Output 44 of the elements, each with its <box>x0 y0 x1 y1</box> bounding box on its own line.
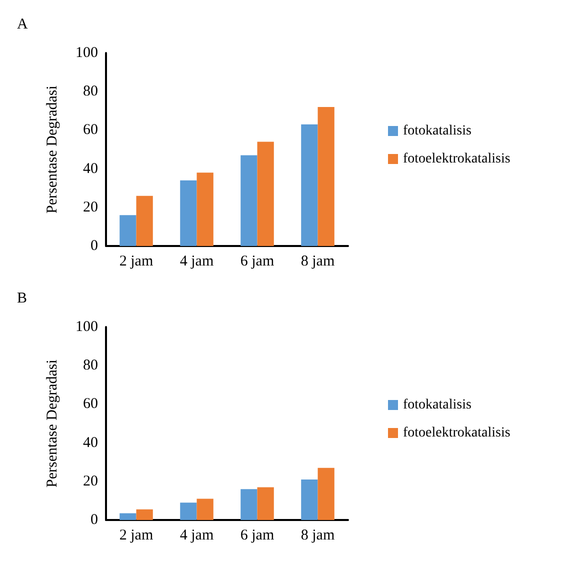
y-tick-label: 100 <box>76 319 98 335</box>
bar <box>318 107 334 246</box>
bar <box>318 468 334 520</box>
x-tick-label: 8 jam <box>300 528 335 544</box>
x-tick-label: 8 jam <box>300 254 335 270</box>
legend-label: fotoelektrokatalisis <box>403 152 510 166</box>
bar <box>136 509 153 520</box>
y-tick-label: 20 <box>83 199 98 216</box>
bar <box>136 196 153 246</box>
y-tick-label: 60 <box>83 396 98 412</box>
x-tick-label: 2 jam <box>119 528 154 544</box>
bar <box>120 513 136 520</box>
bar <box>257 487 274 520</box>
y-tick-label: 80 <box>83 358 98 374</box>
y-tick-label: 40 <box>83 434 98 451</box>
x-tick-label: 4 jam <box>180 254 214 270</box>
y-axis-title: Persentase Degradasi <box>44 86 60 214</box>
y-tick-label: 80 <box>83 84 98 100</box>
y-tick-label: 40 <box>83 160 98 177</box>
bar <box>257 142 274 246</box>
bar <box>196 172 214 246</box>
bar <box>301 124 318 246</box>
bar <box>120 215 136 246</box>
y-tick-label: 100 <box>76 45 98 61</box>
x-tick-label: 6 jam <box>240 254 274 270</box>
y-tick-label: 60 <box>83 122 98 138</box>
bar <box>180 502 197 520</box>
legend-label: fotokatalisis <box>403 398 472 412</box>
bar <box>180 180 197 246</box>
y-tick-label: 0 <box>90 238 98 254</box>
x-tick-label: 6 jam <box>240 528 274 544</box>
bar <box>196 498 214 520</box>
bar <box>301 479 318 520</box>
legend-label: fotokatalisis <box>403 124 472 138</box>
legend-label: fotoelektrokatalisis <box>403 426 510 440</box>
y-axis-title: Persentase Degradasi <box>44 360 60 488</box>
bar <box>240 155 258 246</box>
chart-title: B <box>17 290 28 306</box>
x-tick-label: 4 jam <box>180 528 214 544</box>
chart-title: A <box>17 16 28 32</box>
y-tick-label: 0 <box>90 512 98 528</box>
y-tick-label: 20 <box>83 473 98 490</box>
x-tick-label: 2 jam <box>119 254 154 270</box>
bar <box>240 489 258 520</box>
